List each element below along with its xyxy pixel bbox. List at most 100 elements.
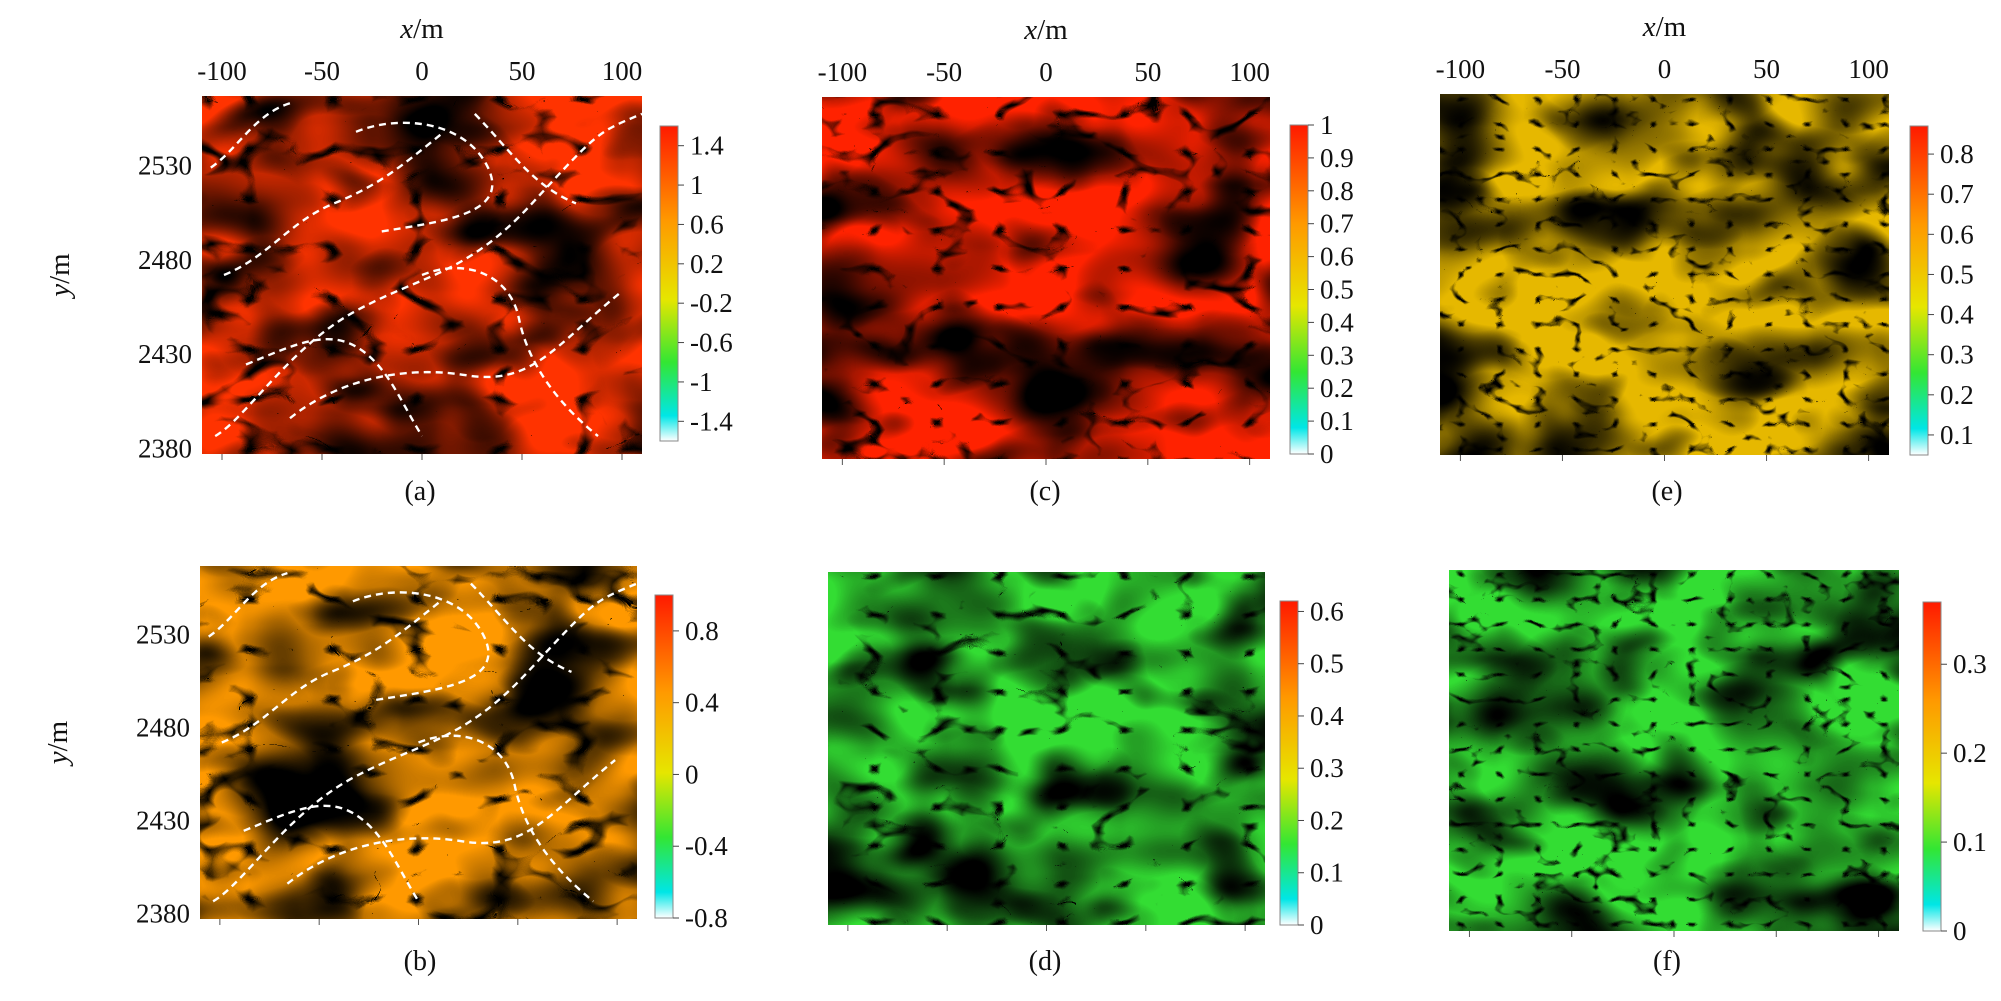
colorbar-tick-label: 0.6 <box>690 209 724 239</box>
x-axis: -100 -50 0 50 100 x/m <box>1436 11 1889 84</box>
dashed-boundary-line <box>352 591 490 702</box>
dashed-boundary-line <box>212 582 637 903</box>
colorbar-tick-label: 0 <box>1320 439 1334 469</box>
terrain-map <box>202 96 642 454</box>
y-tick-label: 2530 <box>136 620 190 650</box>
panel-a: -100 -50 0 50 100 x/m 2530 2480 2430 2380 y/m 1.4 1 0… <box>44 13 733 507</box>
colorbar-tick-label: 0.9 <box>1320 143 1354 173</box>
y-axis: 2530 2480 2430 2380 y/m <box>42 620 190 929</box>
colorbar-tick-label: 0.3 <box>1310 753 1344 783</box>
terrain-map <box>822 97 1270 459</box>
x-axis: -100 -50 0 50 100 x/m <box>197 13 642 86</box>
y-tick-label: 2430 <box>138 339 192 369</box>
dashed-boundary-line <box>221 600 442 744</box>
colorbar-tick-label: -0.8 <box>685 903 728 933</box>
colorbar-gradient <box>659 125 679 442</box>
y-tick-label: 2380 <box>136 898 190 928</box>
x-tick-label: 100 <box>1848 54 1889 84</box>
panel-f: 0.3 0.2 0.1 0 (f) <box>1449 570 1987 977</box>
x-tick-label: -100 <box>818 57 868 87</box>
colorbar-tick-label: 0.1 <box>1320 406 1354 436</box>
x-axis-title: x/m <box>1023 14 1068 46</box>
colorbar-tick-label: 0.4 <box>1310 701 1344 731</box>
x-axis: -100 -50 0 50 100 x/m <box>818 14 1270 87</box>
colorbar-tick-label: -1 <box>690 367 713 397</box>
y-axis-title: y/m <box>44 253 76 300</box>
colorbar: 10.90.80.70.60.50.40.30.20.10 <box>1289 110 1354 469</box>
panel-e: -100 -50 0 50 100 x/m 0.8 0.7 0.6 0.5 0.4 0.3 0.2 0.1… <box>1436 11 1975 507</box>
dashed-boundary-line <box>355 121 494 234</box>
x-tick-label: -50 <box>304 56 340 86</box>
dashed-boundary-line <box>214 112 642 438</box>
dashed-boundary-line <box>473 113 577 205</box>
colorbar-tick-label: 1 <box>690 170 704 200</box>
dashed-boundary-line <box>418 734 595 903</box>
colorbar-tick-label: 1 <box>1320 110 1334 140</box>
x-axis-title: x/m <box>399 13 444 45</box>
terrain-map <box>1449 570 1899 931</box>
colorbar-tick-label: 0.4 <box>685 688 719 718</box>
panel-label: (f) <box>1653 946 1681 977</box>
y-tick-label: 2380 <box>138 433 192 463</box>
dashed-boundary-line <box>289 291 621 420</box>
terrain-map <box>828 572 1265 925</box>
colorbar-tick-label: 0.4 <box>1940 300 1974 330</box>
colorbar: 1.4 1 0.6 0.2 -0.2 -0.6 -1 -1.4 <box>659 125 733 442</box>
x-tick-label: 50 <box>1753 54 1780 84</box>
colorbar-tick-label: 0.3 <box>1953 649 1987 679</box>
colorbar-tick-label: -0.6 <box>690 328 733 358</box>
panel-label: (a) <box>404 476 435 507</box>
colorbar-tick-label: 0.2 <box>1320 373 1354 403</box>
colorbar-gradient <box>1279 600 1299 926</box>
terrain-map <box>200 566 637 919</box>
colorbar-tick-label: -0.4 <box>685 831 728 861</box>
colorbar-tick-label: 0.3 <box>1940 340 1974 370</box>
y-tick-label: 2530 <box>138 151 192 181</box>
x-tick-label: -50 <box>926 57 962 87</box>
colorbar-tick-label: 0.7 <box>1320 209 1354 239</box>
dashed-boundary-line <box>223 130 445 277</box>
colorbar-gradient <box>654 594 674 919</box>
colorbar-gradient <box>1922 601 1942 932</box>
colorbar: 0.6 0.5 0.4 0.3 0.2 0.1 0 <box>1279 596 1344 940</box>
panel-label: (d) <box>1029 946 1062 977</box>
colorbar-tick-label: 0.8 <box>1940 139 1974 169</box>
colorbar-tick-label: 0.3 <box>1320 340 1354 370</box>
colorbar-tick-label: 0.5 <box>1320 275 1354 305</box>
panel-label: (c) <box>1029 476 1060 507</box>
y-tick-label: 2480 <box>138 245 192 275</box>
colorbar-tick-label: 0.5 <box>1310 649 1344 679</box>
colorbar-tick-label: 0.6 <box>1310 596 1344 626</box>
y-axis: 2530 2480 2430 2380 y/m <box>44 151 192 464</box>
panels-layer: -100 -50 0 50 100x/m2530248024302380y/m1.410… <box>42 11 1987 977</box>
x-tick-label: 50 <box>1134 57 1161 87</box>
colorbar: 0.8 0.7 0.6 0.5 0.4 0.3 0.2 0.1 <box>1909 125 1974 456</box>
colorbar-tick-label: 0.5 <box>1940 259 1974 289</box>
colorbar-tick-label: 0.2 <box>1940 380 1974 410</box>
dashed-boundary-line <box>421 266 599 438</box>
y-tick-label: 2430 <box>136 806 190 836</box>
colorbar-tick-label: 0.1 <box>1310 858 1344 888</box>
colorbar-tick-label: 0.4 <box>1320 307 1354 337</box>
colorbar: 0.8 0.4 0 -0.4 -0.8 <box>654 594 728 933</box>
colorbar-tick-label: 0.1 <box>1940 420 1974 450</box>
panel-b: 2530 2480 2430 2380 y/m 0.8 0.4 0 -0.4 -0.8 (b) <box>42 566 728 977</box>
colorbar-tick-label: 0 <box>1310 910 1324 940</box>
x-tick-label: 100 <box>602 56 643 86</box>
colorbar-tick-label: -1.4 <box>690 406 733 436</box>
colorbar: 0.3 0.2 0.1 0 <box>1922 601 1987 946</box>
x-axis-title: x/m <box>1642 11 1687 43</box>
x-tick-label: 0 <box>1039 57 1053 87</box>
colorbar-tick-label: 0.2 <box>1953 738 1987 768</box>
colorbar-tick-label: -0.2 <box>690 288 733 318</box>
x-tick-label: -50 <box>1544 54 1580 84</box>
colorbar-tick-label: 0.2 <box>1310 805 1344 835</box>
panel-label: (b) <box>404 946 437 977</box>
dashed-boundary-line <box>470 582 572 674</box>
x-tick-label: -100 <box>197 56 247 86</box>
colorbar-gradient <box>1289 124 1309 455</box>
colorbar-tick-label: 0.7 <box>1940 179 1974 209</box>
colorbar-tick-label: 0 <box>1953 916 1967 946</box>
colorbar-tick-label: 0.8 <box>1320 176 1354 206</box>
